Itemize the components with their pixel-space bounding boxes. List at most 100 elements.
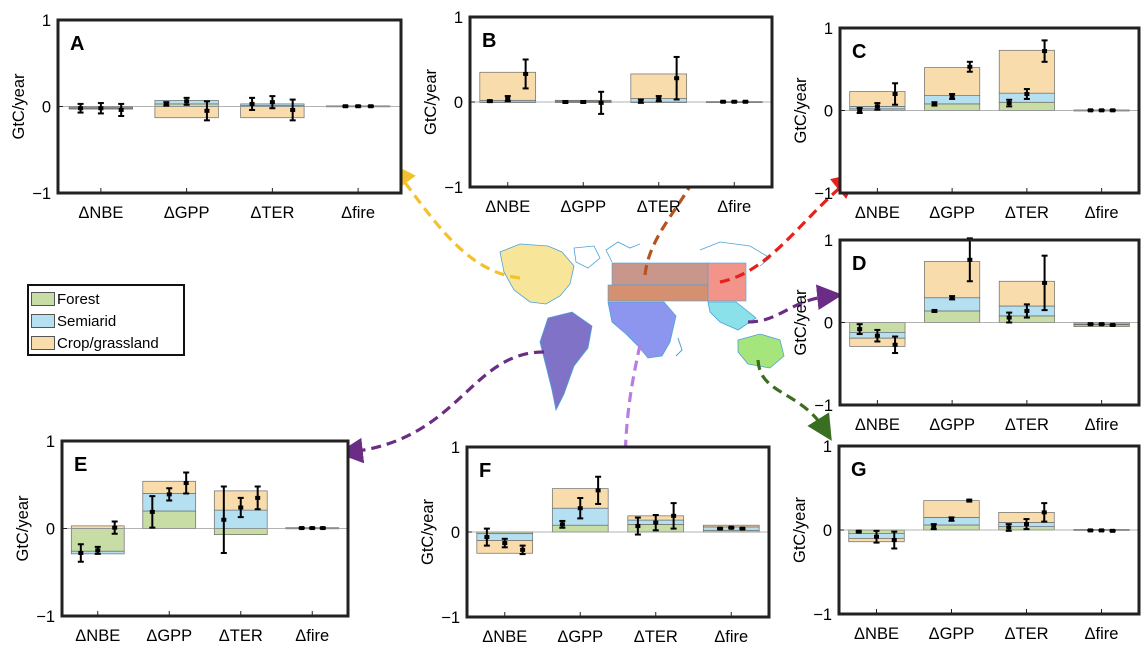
panel-c-error-bar-1 xyxy=(874,102,881,111)
panel-g-ytick-label-1: 0 xyxy=(823,522,832,540)
panel-g-error-bar-9 xyxy=(1087,528,1094,533)
panel-a-ytick-label-2: −1 xyxy=(32,185,51,203)
panel-c: ΔNBE ΔGPP ΔTER Δfire 1 0 −1 GtC/year C xyxy=(792,20,1141,222)
panel-c-error-bar-2 xyxy=(892,82,899,106)
panel-b-error-bar-9 xyxy=(720,99,727,104)
panel-f-xtick-label-3: Δfire xyxy=(714,628,748,645)
panel-f-error-bar-6 xyxy=(634,516,641,536)
panel-b-xtick-label-3: Δfire xyxy=(717,198,751,216)
legend-item-semiarid: Semiarid xyxy=(31,312,116,330)
panel-c-bar-crop-grassland-2 xyxy=(998,49,1055,94)
map-region-south-america xyxy=(539,311,593,412)
map-outline-siberia xyxy=(699,241,771,267)
panel-g-xtick-label-1: ΔGPP xyxy=(929,625,975,643)
panel-g-xtick-label-3: Δfire xyxy=(1085,625,1119,643)
panel-f-ytick-label-1: 0 xyxy=(451,524,460,542)
arrow-north-america-to-a xyxy=(390,162,521,280)
panel-b-xtick-label-0: ΔNBE xyxy=(485,198,530,216)
panel-b-error-bar-6 xyxy=(637,98,644,104)
panel-d-ytick-label-1: 0 xyxy=(824,315,833,333)
panel-b-error-bar-0 xyxy=(486,99,493,104)
panel-c-error-bar-6 xyxy=(1006,98,1013,108)
arrow-africa-to-f xyxy=(612,344,642,475)
panel-c-xtick-label-2: ΔTER xyxy=(1005,204,1049,222)
panel-g-error-bar-3 xyxy=(930,523,937,531)
panel-g-error-bar-1 xyxy=(873,529,880,544)
panel-b-xtick-label-2: ΔTER xyxy=(637,198,681,216)
panel-a-letter: A xyxy=(70,33,84,55)
panel-e-ytick-label-1: 0 xyxy=(46,521,55,539)
panel-g-bar-crop-grassland-1 xyxy=(923,500,980,518)
panel-a-xtick-label-0: ΔNBE xyxy=(78,204,123,222)
panel-g-ylabel: GtC/year xyxy=(791,496,809,563)
panel-g-error-bar-7 xyxy=(1023,518,1030,531)
panel-c-error-bar-8 xyxy=(1041,39,1048,63)
panel-g-ytick-label-2: −1 xyxy=(813,606,832,624)
legend-label-forest: Forest xyxy=(57,290,100,308)
panel-b-error-bar-3 xyxy=(562,100,569,104)
panel-e-error-bar-8 xyxy=(254,485,261,511)
panel-b-xtick-labels: ΔNBE ΔGPP ΔTER Δfire xyxy=(485,198,751,216)
panel-b-ytick-label-0: 1 xyxy=(454,9,463,27)
arrow-east-asia-to-c xyxy=(719,172,858,284)
panel-c-error-bar-5 xyxy=(966,60,973,73)
legend-label-crop: Crop/grassland xyxy=(57,334,159,352)
panel-f-error-bar-0 xyxy=(483,527,490,547)
panel-f-ytick-label-0: 1 xyxy=(451,439,460,457)
panel-b-error-bar-8 xyxy=(673,55,680,101)
panel-c-error-bar-4 xyxy=(949,93,956,100)
panel-b: ΔNBE ΔGPP ΔTER Δfire 1 0 −1 GtC/year B xyxy=(422,9,774,216)
map-region-north-america xyxy=(499,243,575,305)
panel-d-ylabel: GtC/year xyxy=(792,289,810,356)
panel-c-error-bar-10 xyxy=(1098,108,1105,113)
panel-d-xtick-labels: ΔNBE ΔGPP ΔTER Δfire xyxy=(855,416,1119,434)
panel-e-error-bar-6 xyxy=(220,485,227,554)
legend-item-forest: Forest xyxy=(31,290,100,308)
panel-e-error-bar-1 xyxy=(94,545,101,555)
arrow-southeast-asia-to-d xyxy=(747,284,843,324)
panel-f-letter: F xyxy=(479,460,491,482)
panel-f-xtick-labels: ΔNBE ΔGPP ΔTER Δfire xyxy=(482,628,748,645)
panel-e-error-bar-11 xyxy=(319,526,326,531)
panel-c-ylabel: GtC/year xyxy=(792,77,810,144)
panel-d-error-bar-6 xyxy=(1006,311,1013,324)
panel-d-error-bar-5 xyxy=(966,237,973,283)
panel-e-ylabel: GtC/year xyxy=(14,495,32,562)
arrow-australia-to-g xyxy=(756,359,832,441)
panel-e-xtick-labels: ΔNBE ΔGPP ΔTER Δfire xyxy=(75,627,329,645)
panel-a-error-bar-2 xyxy=(118,102,125,118)
panel-a-error-bar-11 xyxy=(367,104,374,109)
chart-panels: ΔNBE ΔGPP ΔTER Δfire 1 0 −1 GtC/year A ΔNBE ΔGPP ΔT… xyxy=(10,9,1141,646)
panel-d-error-bar-10 xyxy=(1098,322,1105,327)
panel-d-error-bar-7 xyxy=(1023,303,1030,319)
panel-c-letter: C xyxy=(852,41,866,63)
panel-b-error-bar-1 xyxy=(504,95,511,103)
panel-e-error-bar-0 xyxy=(77,543,84,563)
panel-a: ΔNBE ΔGPP ΔTER Δfire 1 0 −1 GtC/year A xyxy=(10,12,403,222)
panel-f-ytick-label-2: −1 xyxy=(441,609,460,627)
panel-c-error-bar-7 xyxy=(1023,88,1030,100)
panel-d: ΔNBE ΔGPP ΔTER Δfire 1 0 −1 GtC/year D xyxy=(792,232,1141,434)
panel-g-error-bar-6 xyxy=(1005,523,1012,532)
panel-a-error-bar-7 xyxy=(269,95,276,110)
panel-e-error-bar-4 xyxy=(166,487,173,502)
panel-b-error-bar-4 xyxy=(580,100,587,104)
panel-d-error-bar-1 xyxy=(874,328,881,343)
panel-g-error-bar-5 xyxy=(966,498,973,503)
panel-f-error-bar-2 xyxy=(519,544,526,556)
panel-f-error-bar-5 xyxy=(595,475,602,505)
panel-d-error-bar-3 xyxy=(931,308,938,313)
map-region-southeast-asia xyxy=(707,301,757,331)
legend-item-crop: Crop/grassland xyxy=(31,334,159,352)
panel-d-error-bar-11 xyxy=(1109,322,1116,327)
panel-f-error-bar-3 xyxy=(559,519,566,529)
panel-g-error-bar-0 xyxy=(855,529,862,534)
panel-a-ytick-label-0: 1 xyxy=(42,12,51,30)
panel-f-error-bar-10 xyxy=(728,525,735,530)
panel-e-error-bar-2 xyxy=(111,520,118,535)
map-region-northern-eurasia xyxy=(611,262,709,286)
panel-e-xtick-label-3: Δfire xyxy=(295,627,329,645)
panel-c-xtick-label-3: Δfire xyxy=(1085,204,1119,222)
panel-d-xtick-label-2: ΔTER xyxy=(1005,416,1049,434)
